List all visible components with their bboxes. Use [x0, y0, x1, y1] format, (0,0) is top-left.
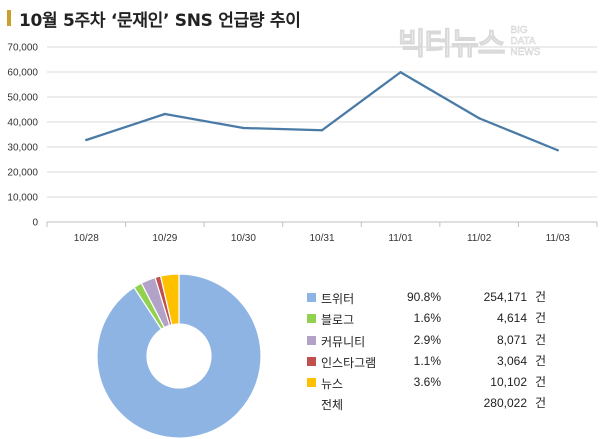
legend-row: 블로그 1.6% 4,614 건: [307, 309, 597, 330]
y-tick-label: 70,000: [7, 43, 38, 54]
legend-percentage: 2.9%: [413, 332, 441, 347]
legend-row: 인스타그램 1.1% 3,064 건: [307, 352, 597, 373]
title-accent-mark: [7, 10, 11, 26]
legend-row: 전체 280,022 건: [307, 394, 597, 415]
y-tick-label: 30,000: [7, 143, 38, 154]
legend-count: 280,022: [483, 396, 527, 411]
donut-slice: [96, 273, 262, 439]
legend-label: 전체: [321, 398, 344, 413]
legend-row: 트위터 90.8% 254,171 건: [307, 288, 597, 309]
x-tick-label: 11/02: [467, 233, 492, 244]
chart-title: 10월 5주차 ‘문재인’ SNS 언급량 추이: [19, 10, 301, 31]
x-tick-label: 10/30: [231, 233, 256, 244]
legend-unit: 건: [535, 332, 547, 347]
donut-chart: [96, 273, 262, 439]
x-tick-label: 10/29: [152, 233, 177, 244]
data-point: [163, 112, 167, 116]
legend-label: 커뮤니티: [321, 334, 366, 349]
watermark-small-text: BIG DATA NEWS: [510, 24, 541, 58]
data-point: [85, 138, 88, 142]
donut-legend: 트위터 90.8% 254,171 건 블로그 1.6% 4,614 건 커뮤니티 2.9% 8,0…: [307, 288, 597, 416]
data-point: [242, 126, 245, 130]
watermark-small-line: BIG: [510, 24, 528, 36]
x-tick-label: 10/28: [74, 233, 99, 244]
legend-unit: 건: [535, 311, 547, 326]
series-line: [85, 71, 559, 152]
legend-swatch: [307, 378, 316, 388]
y-tick-label: 0: [32, 218, 38, 229]
legend-count: 8,071: [496, 332, 527, 347]
legend-unit: 건: [535, 396, 547, 411]
legend-count: 10,102: [490, 375, 527, 390]
line-chart: 0 10,000 20,000 30,000 40,000 50,000 60,000 70,…: [7, 43, 598, 244]
y-tick-label: 20,000: [7, 168, 38, 179]
legend-label: 뉴스: [321, 377, 344, 392]
legend-unit: 건: [535, 375, 547, 390]
legend-percentage: 1.6%: [413, 311, 441, 326]
legend-swatch: [307, 293, 316, 302]
donut-slice: [159, 273, 180, 326]
y-tick-label: 40,000: [7, 118, 38, 129]
data-point: [320, 129, 324, 132]
watermark-small-line: DATA: [510, 35, 536, 47]
legend-swatch: [307, 335, 316, 345]
legend-row: 뉴스 3.6% 10,102 건: [307, 373, 597, 394]
legend-unit: 건: [535, 290, 547, 304]
legend-count: 254,171: [483, 290, 527, 304]
legend-percentage: 90.8%: [406, 290, 441, 304]
data-point: [399, 71, 402, 74]
brand-watermark: 빅터뉴스 BIG DATA NEWS: [397, 17, 588, 65]
data-point: [477, 117, 481, 120]
legend-label: 트위터: [321, 292, 355, 306]
legend-count: 4,614: [496, 311, 527, 326]
watermark-logo-text: 빅터뉴스: [397, 27, 505, 63]
legend-swatch: [307, 314, 316, 324]
legend-percentage: 1.1%: [413, 353, 441, 368]
watermark-small-line: NEWS: [510, 46, 541, 58]
x-tick-label: 11/03: [546, 233, 571, 244]
chart-title-bar: 10월 5주차 ‘문재인’ SNS 언급량 추이: [7, 7, 301, 31]
legend-row: 커뮤니티 2.9% 8,071 건: [307, 331, 597, 352]
y-tick-label: 60,000: [7, 68, 38, 79]
legend-count: 3,064: [496, 353, 527, 368]
legend-label: 인스타그램: [321, 355, 377, 370]
legend-unit: 건: [535, 353, 547, 368]
legend-label: 블로그: [321, 313, 355, 328]
y-tick-label: 50,000: [7, 93, 38, 104]
x-tick-label: 10/31: [309, 233, 334, 244]
data-point: [556, 149, 559, 152]
legend-percentage: 3.6%: [413, 375, 441, 390]
y-tick-label: 10,000: [7, 193, 38, 204]
x-tick-label: 11/01: [388, 233, 413, 244]
legend-swatch: [307, 356, 316, 366]
